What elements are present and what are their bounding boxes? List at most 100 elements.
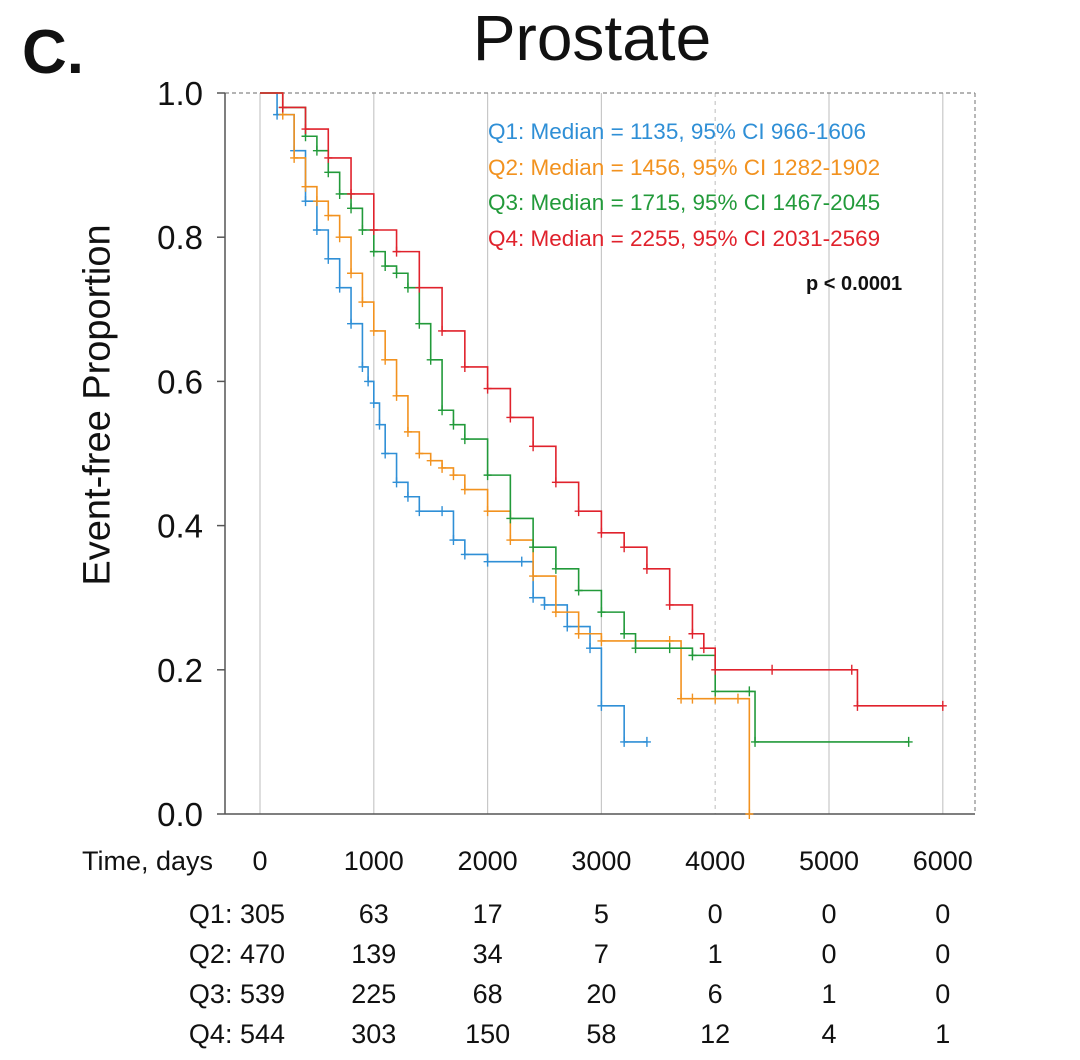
series-q4-censor-mark bbox=[699, 643, 708, 654]
risk-cell: 1 bbox=[935, 1019, 951, 1049]
series-q2-censor-mark bbox=[335, 232, 344, 243]
series-q4-censor-mark bbox=[278, 102, 287, 113]
series-q4-censor-mark bbox=[506, 412, 515, 423]
risk-cell: 0 bbox=[707, 899, 723, 929]
series-q2-censor-mark bbox=[529, 571, 538, 582]
series-q3-censor-mark bbox=[335, 188, 344, 199]
series-q2-censor-mark bbox=[460, 484, 469, 495]
series-q4-censor-mark bbox=[938, 700, 947, 711]
x-tick-label: 4000 bbox=[685, 846, 746, 876]
series-q4-censor-mark bbox=[460, 361, 469, 372]
series-q1-censor-mark bbox=[529, 592, 538, 603]
series-q3-censor-mark bbox=[369, 246, 378, 257]
series-q3-censor-mark bbox=[751, 736, 760, 747]
series-q3-censor-mark bbox=[688, 650, 697, 661]
x-tick-label: 0 bbox=[252, 846, 268, 876]
risk-cell: 0 bbox=[935, 939, 951, 969]
series-q2-censor-mark bbox=[347, 268, 356, 279]
series-q4-censor-mark bbox=[597, 527, 606, 538]
series-q4-censor-mark bbox=[853, 700, 862, 711]
risk-cell: 0 bbox=[935, 899, 951, 929]
series-q1-censor-mark bbox=[460, 549, 469, 560]
risk-row-label: Q4: 544 bbox=[188, 1019, 285, 1049]
series-q1-censor-mark bbox=[312, 224, 321, 235]
series-q2-censor-mark bbox=[358, 297, 367, 308]
series-q3-censor-mark bbox=[449, 419, 458, 430]
series-q2-censor-mark bbox=[415, 448, 424, 459]
series-q1-censor-mark bbox=[415, 506, 424, 517]
series-q2-censor-mark bbox=[369, 325, 378, 336]
series-q4-censor-mark bbox=[301, 124, 310, 135]
risk-cell: 0 bbox=[935, 979, 951, 1009]
series-q3-censor-mark bbox=[529, 542, 538, 553]
series-q1-censor-mark bbox=[324, 253, 333, 264]
x-tick-label: 3000 bbox=[571, 846, 632, 876]
risk-row-label: Q2: 470 bbox=[188, 939, 285, 969]
series-q3-censor-mark bbox=[438, 405, 447, 416]
legend-entry-q4: Q4: Median = 2255, 95% CI 2031-2569 bbox=[488, 225, 881, 251]
series-q2-censor-mark bbox=[324, 210, 333, 221]
risk-cell: 1 bbox=[821, 979, 837, 1009]
series-q4-censor-mark bbox=[324, 152, 333, 163]
risk-cell: 0 bbox=[821, 939, 837, 969]
series-q2-censor-mark bbox=[688, 693, 697, 704]
series-q2-censor-mark bbox=[312, 196, 321, 207]
series-q1-censor-mark bbox=[642, 736, 651, 747]
series-q3-censor-mark bbox=[745, 686, 754, 697]
series-q3-censor-mark bbox=[460, 434, 469, 445]
x-tick-label: 6000 bbox=[912, 846, 973, 876]
series-q2-censor-mark bbox=[426, 455, 435, 466]
series-q3-curve bbox=[260, 92, 909, 743]
series-q1-censor-mark bbox=[597, 700, 606, 711]
series-q2-censor-mark bbox=[290, 152, 299, 163]
series-q2-censor-mark bbox=[483, 506, 492, 517]
series-q3-censor-mark bbox=[347, 203, 356, 214]
x-tick-label: 2000 bbox=[457, 846, 518, 876]
series-q3-censor-mark bbox=[381, 261, 390, 272]
series-q3-censor-mark bbox=[631, 643, 640, 654]
series-q1-censor-mark bbox=[347, 318, 356, 329]
series-q4-censor-mark bbox=[574, 506, 583, 517]
y-tick-label: 1.0 bbox=[157, 75, 203, 112]
series-q4-censor-mark bbox=[711, 664, 720, 675]
y-tick-label: 0.8 bbox=[157, 219, 203, 256]
risk-cell: 17 bbox=[472, 899, 503, 929]
panel-letter: C. bbox=[22, 18, 84, 87]
series-q2-censor-mark bbox=[403, 426, 412, 437]
series-q3-censor-mark bbox=[597, 607, 606, 618]
y-tick-label: 0.2 bbox=[157, 652, 203, 689]
risk-cell: 303 bbox=[351, 1019, 397, 1049]
series-q1-censor-mark bbox=[483, 556, 492, 567]
risk-cell: 20 bbox=[586, 979, 617, 1009]
risk-cell: 1 bbox=[707, 939, 723, 969]
series-q4-censor-mark bbox=[620, 542, 629, 553]
series-q2-censor-mark bbox=[677, 693, 686, 704]
series-q2-censor-mark bbox=[574, 628, 583, 639]
risk-cell: 68 bbox=[472, 979, 503, 1009]
series-q3-censor-mark bbox=[324, 167, 333, 178]
legend-entry-q3: Q3: Median = 1715, 95% CI 1467-2045 bbox=[488, 190, 881, 215]
series-q3-censor-mark bbox=[392, 268, 401, 279]
series-q4-censor-mark bbox=[642, 563, 651, 574]
y-tick-label: 0.0 bbox=[157, 796, 203, 833]
series-q1-censor-mark bbox=[449, 535, 458, 546]
series-q3-censor-mark bbox=[574, 585, 583, 596]
series-q4-censor-mark bbox=[415, 282, 424, 293]
chart-title: Prostate bbox=[472, 2, 712, 74]
risk-cell: 5 bbox=[593, 899, 609, 929]
y-tick-label: 0.6 bbox=[157, 363, 203, 400]
series-q2-censor-mark bbox=[301, 181, 310, 192]
series-q2-censor-mark bbox=[551, 607, 560, 618]
series-q2-censor-mark bbox=[506, 535, 515, 546]
series-q3-censor-mark bbox=[665, 643, 674, 654]
series-q2-curve bbox=[260, 92, 751, 814]
series-q3-censor-mark bbox=[620, 628, 629, 639]
series-q1-censor-mark bbox=[301, 196, 310, 207]
risk-cell: 6 bbox=[707, 979, 723, 1009]
risk-cell: 0 bbox=[821, 899, 837, 929]
series-q1-censor-mark bbox=[563, 621, 572, 632]
series-q3-censor-mark bbox=[711, 686, 720, 697]
series-q1-censor-mark bbox=[358, 361, 367, 372]
series-q1-censor-mark bbox=[375, 419, 384, 430]
